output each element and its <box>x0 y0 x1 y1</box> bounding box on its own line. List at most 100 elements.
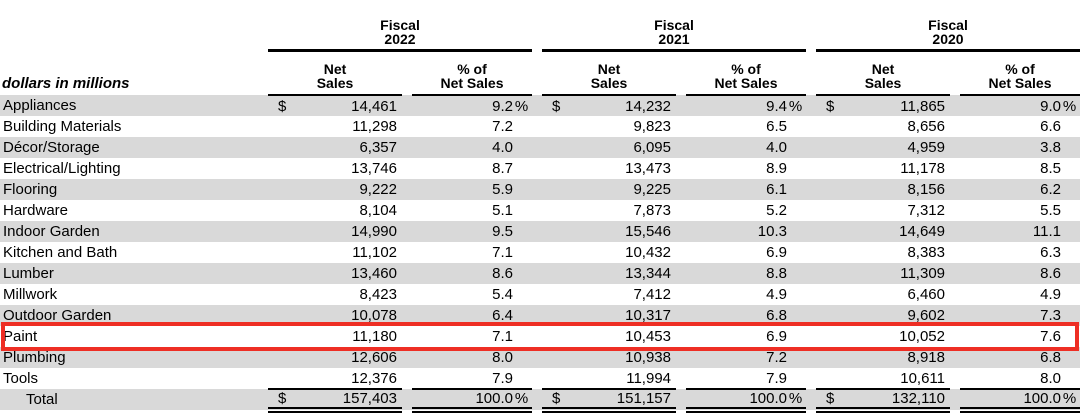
net-sales-cell: 13,460 <box>268 263 402 284</box>
net-sales-value: 14,649 <box>899 223 945 240</box>
pct-cell: 5.5 <box>960 200 1080 221</box>
pct-cell: 9.4% <box>686 95 806 116</box>
net-sales-cell: 8,383 <box>816 242 950 263</box>
net-sales-value: 8,383 <box>907 244 945 261</box>
table-row: Millwork 8,423 5.4 7,412 4.9 6,460 4.9 <box>0 284 1080 305</box>
category-label: Building Materials <box>3 118 122 135</box>
pct-net-sales-column-header: % of Net Sales <box>960 50 1080 96</box>
net-sales-value: 132,110 <box>891 390 945 407</box>
table-row: Kitchen and Bath 11,102 7.1 10,432 6.9 8… <box>0 242 1080 263</box>
category-label: Kitchen and Bath <box>3 244 118 261</box>
net-sales-cell: 10,317 <box>542 305 676 326</box>
net-sales-value: 10,078 <box>351 307 397 324</box>
category-label: Indoor Garden <box>3 223 100 240</box>
net-sales-value: 13,746 <box>351 160 397 177</box>
pct-value: 5.5 <box>1040 202 1061 219</box>
net-sales-value: 7,873 <box>633 202 671 219</box>
net-sales-value: 8,156 <box>907 181 945 198</box>
net-sales-cell: 8,423 <box>268 284 402 305</box>
pct-cell: 6.2 <box>960 179 1080 200</box>
pct-value: 5.2 <box>766 202 787 219</box>
category-label: Appliances <box>3 97 77 114</box>
category-label: Décor/Storage <box>3 139 100 156</box>
total-net-sales-cell: $132,110 <box>816 389 950 413</box>
net-sales-cell: 6,460 <box>816 284 950 305</box>
fiscal-year-header-row: Fiscal 2022 Fiscal 2021 Fiscal 2020 <box>0 0 1080 52</box>
pct-cell: 5.9 <box>412 179 532 200</box>
pct-value: 9.2 <box>492 97 513 115</box>
net-sales-value: 10,052 <box>899 328 945 345</box>
category-label: Millwork <box>3 286 58 303</box>
pct-cell: 7.2 <box>412 116 532 137</box>
net-sales-value: 10,432 <box>625 244 671 261</box>
pct-cell: 5.1 <box>412 200 532 221</box>
net-sales-value: 9,602 <box>907 307 945 324</box>
pct-cell: 8.6 <box>412 263 532 284</box>
pct-cell: 9.2% <box>412 95 532 116</box>
net-sales-value: 8,656 <box>907 118 945 135</box>
pct-value: 7.1 <box>492 244 513 261</box>
net-sales-cell: 8,918 <box>816 347 950 368</box>
pct-cell: 6.8 <box>960 347 1080 368</box>
pct-cell: 7.6 <box>960 326 1080 347</box>
pct-value: 4.9 <box>1040 286 1061 303</box>
pct-cell: 8.6 <box>960 263 1080 284</box>
table-row: Building Materials 11,298 7.2 9,823 6.5 … <box>0 116 1080 137</box>
net-sales-cell: 7,412 <box>542 284 676 305</box>
net-sales-value: 4,959 <box>907 139 945 156</box>
net-sales-value: 10,938 <box>625 349 671 366</box>
table-row: Flooring 9,222 5.9 9,225 6.1 8,156 6.2 <box>0 179 1080 200</box>
net-sales-cell: 8,104 <box>268 200 402 221</box>
pct-cell: 7.9 <box>686 368 806 390</box>
pct-cell: 7.2 <box>686 347 806 368</box>
net-sales-cell: 11,178 <box>816 158 950 179</box>
pct-value: 7.6 <box>1040 328 1061 345</box>
net-sales-cell: $11,865 <box>816 95 950 116</box>
net-sales-value: 15,546 <box>625 223 671 240</box>
pct-cell: 7.3 <box>960 305 1080 326</box>
net-sales-value: 7,412 <box>633 286 671 303</box>
net-sales-cell: 11,309 <box>816 263 950 284</box>
net-sales-value: 13,344 <box>625 265 671 282</box>
net-sales-cell: 11,298 <box>268 116 402 137</box>
pct-value: 4.0 <box>766 139 787 156</box>
net-sales-cell: $14,461 <box>268 95 402 116</box>
pct-value: 9.4 <box>766 97 787 115</box>
net-sales-cell: 11,994 <box>542 368 676 390</box>
category-label: Outdoor Garden <box>3 307 112 324</box>
net-sales-cell: 11,180 <box>268 326 402 347</box>
net-sales-cell: 8,156 <box>816 179 950 200</box>
dollar-sign: $ <box>552 97 561 115</box>
dollar-sign: $ <box>278 97 287 115</box>
pct-value: 6.8 <box>766 307 787 324</box>
pct-cell: 7.1 <box>412 242 532 263</box>
pct-value: 6.4 <box>492 307 513 324</box>
net-sales-cell: 15,546 <box>542 221 676 242</box>
pct-cell: 7.9 <box>412 368 532 390</box>
pct-value: 7.1 <box>492 328 513 345</box>
pct-cell: 6.8 <box>686 305 806 326</box>
pct-cell: 3.8 <box>960 137 1080 158</box>
net-sales-cell: 7,873 <box>542 200 676 221</box>
category-label: Lumber <box>3 265 54 282</box>
table-row: Paint 11,180 7.1 10,453 6.9 10,052 7.6 <box>0 326 1080 347</box>
pct-value: 8.9 <box>766 160 787 177</box>
pct-value: 6.2 <box>1040 181 1061 198</box>
pct-value: 8.0 <box>1040 369 1061 387</box>
net-sales-column-header: Net Sales <box>542 50 676 96</box>
pct-cell: 8.9 <box>686 158 806 179</box>
category-label: Hardware <box>3 202 69 219</box>
net-sales-cell: 9,823 <box>542 116 676 137</box>
pct-cell: 6.9 <box>686 326 806 347</box>
net-sales-value: 151,157 <box>616 390 671 407</box>
category-label: Paint <box>3 328 38 345</box>
category-label: Flooring <box>3 181 58 198</box>
net-sales-cell: 6,095 <box>542 137 676 158</box>
pct-value: 4.0 <box>492 139 513 156</box>
pct-net-sales-column-header: % of Net Sales <box>412 50 532 96</box>
pct-value: 9.0 <box>1040 97 1061 115</box>
table-row: Décor/Storage 6,357 4.0 6,095 4.0 4,959 … <box>0 137 1080 158</box>
net-sales-value: 10,611 <box>900 369 945 387</box>
net-sales-cell: 10,432 <box>542 242 676 263</box>
